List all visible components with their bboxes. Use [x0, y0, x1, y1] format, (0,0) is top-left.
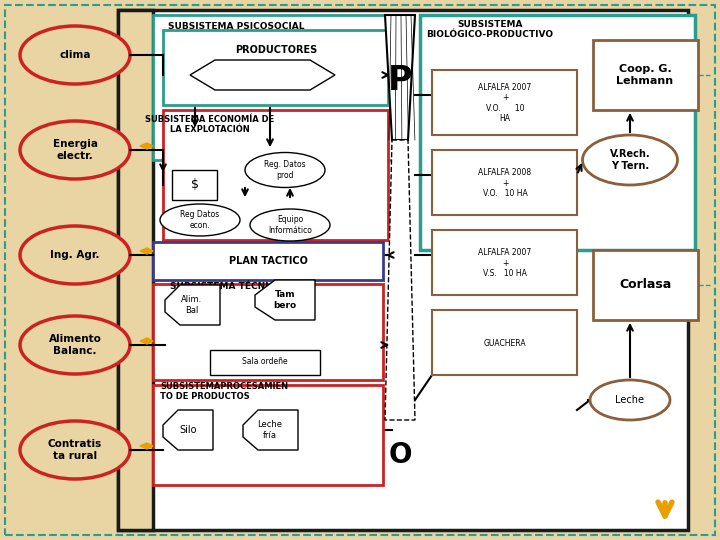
Text: Reg. Datos
prod: Reg. Datos prod [264, 160, 306, 180]
FancyBboxPatch shape [163, 30, 388, 105]
FancyBboxPatch shape [593, 250, 698, 320]
Text: Ing. Agr.: Ing. Agr. [50, 250, 100, 260]
FancyBboxPatch shape [432, 230, 577, 295]
FancyBboxPatch shape [153, 385, 383, 485]
Polygon shape [243, 410, 298, 450]
Polygon shape [165, 285, 220, 325]
Text: SUBSISTEMA PSICOSOCIAL: SUBSISTEMA PSICOSOCIAL [168, 22, 305, 31]
FancyBboxPatch shape [432, 150, 577, 215]
Text: Tam
bero: Tam bero [274, 291, 297, 310]
FancyBboxPatch shape [153, 242, 383, 280]
Text: O: O [388, 441, 412, 469]
FancyBboxPatch shape [420, 15, 695, 250]
Polygon shape [163, 410, 213, 450]
Text: SUBSISTEMAPROCESAMIEN
TO DE PRODUCTOS: SUBSISTEMAPROCESAMIEN TO DE PRODUCTOS [160, 382, 288, 401]
Ellipse shape [250, 209, 330, 241]
Text: ALFALFA 2007
+
V.S.   10 HA: ALFALFA 2007 + V.S. 10 HA [478, 248, 531, 278]
Text: Sala ordeñe: Sala ordeñe [242, 357, 288, 367]
Ellipse shape [20, 121, 130, 179]
FancyBboxPatch shape [163, 110, 388, 240]
Text: SUBSISTEMA ECONOMÍA DE
LA EXPLOTACIÓN: SUBSISTEMA ECONOMÍA DE LA EXPLOTACIÓN [145, 115, 274, 134]
Text: Coop. G.
Lehmann: Coop. G. Lehmann [616, 64, 674, 86]
FancyBboxPatch shape [432, 70, 577, 135]
FancyBboxPatch shape [172, 170, 217, 200]
Text: V.Rech.
Y Tern.: V.Rech. Y Tern. [610, 149, 650, 171]
Polygon shape [140, 443, 153, 449]
Ellipse shape [590, 380, 670, 420]
Text: Alimento
Balanc.: Alimento Balanc. [48, 334, 102, 356]
Text: clima: clima [59, 50, 91, 60]
Ellipse shape [245, 152, 325, 187]
Text: ALFALFA 2007
+
V.O.      10
HA: ALFALFA 2007 + V.O. 10 HA [478, 83, 531, 123]
Text: PLAN TACTICO: PLAN TACTICO [228, 256, 307, 266]
Text: $: $ [191, 179, 199, 192]
Text: Leche
fría: Leche fría [258, 420, 282, 440]
Polygon shape [255, 280, 315, 320]
Text: ALFALFA 2008
+
V.O.   10 HA: ALFALFA 2008 + V.O. 10 HA [478, 168, 531, 198]
Ellipse shape [20, 26, 130, 84]
FancyBboxPatch shape [118, 10, 153, 530]
Text: Leche: Leche [616, 395, 644, 405]
Ellipse shape [20, 421, 130, 479]
FancyBboxPatch shape [153, 284, 383, 380]
Ellipse shape [20, 226, 130, 284]
Text: GUACHERA: GUACHERA [484, 339, 526, 348]
Text: Contratis
ta rural: Contratis ta rural [48, 439, 102, 461]
FancyBboxPatch shape [210, 350, 320, 375]
Text: P: P [388, 64, 413, 97]
Ellipse shape [582, 135, 678, 185]
Text: Reg Datos
econ.: Reg Datos econ. [181, 210, 220, 230]
Polygon shape [385, 15, 415, 140]
Polygon shape [190, 60, 335, 90]
Polygon shape [140, 248, 153, 254]
FancyBboxPatch shape [593, 40, 698, 110]
FancyBboxPatch shape [118, 10, 688, 530]
FancyBboxPatch shape [432, 310, 577, 375]
Text: Silo: Silo [179, 425, 197, 435]
Polygon shape [140, 338, 153, 344]
Polygon shape [385, 140, 415, 420]
Text: Alim.
Bal: Alim. Bal [181, 295, 202, 315]
Text: SUBSISTEMA TÉCNICO: SUBSISTEMA TÉCNICO [170, 282, 283, 291]
Text: Equipo
Informático: Equipo Informático [268, 215, 312, 235]
Ellipse shape [20, 316, 130, 374]
Ellipse shape [160, 204, 240, 236]
Text: PRODUCTORES: PRODUCTORES [235, 45, 317, 55]
Text: Corlasa: Corlasa [619, 279, 671, 292]
FancyBboxPatch shape [153, 15, 403, 160]
Polygon shape [140, 143, 153, 149]
Text: Energia
electr.: Energia electr. [53, 139, 97, 161]
Text: SUBSISTEMA
BIOLÓGICO-PRODUCTIVO: SUBSISTEMA BIOLÓGICO-PRODUCTIVO [426, 20, 554, 39]
